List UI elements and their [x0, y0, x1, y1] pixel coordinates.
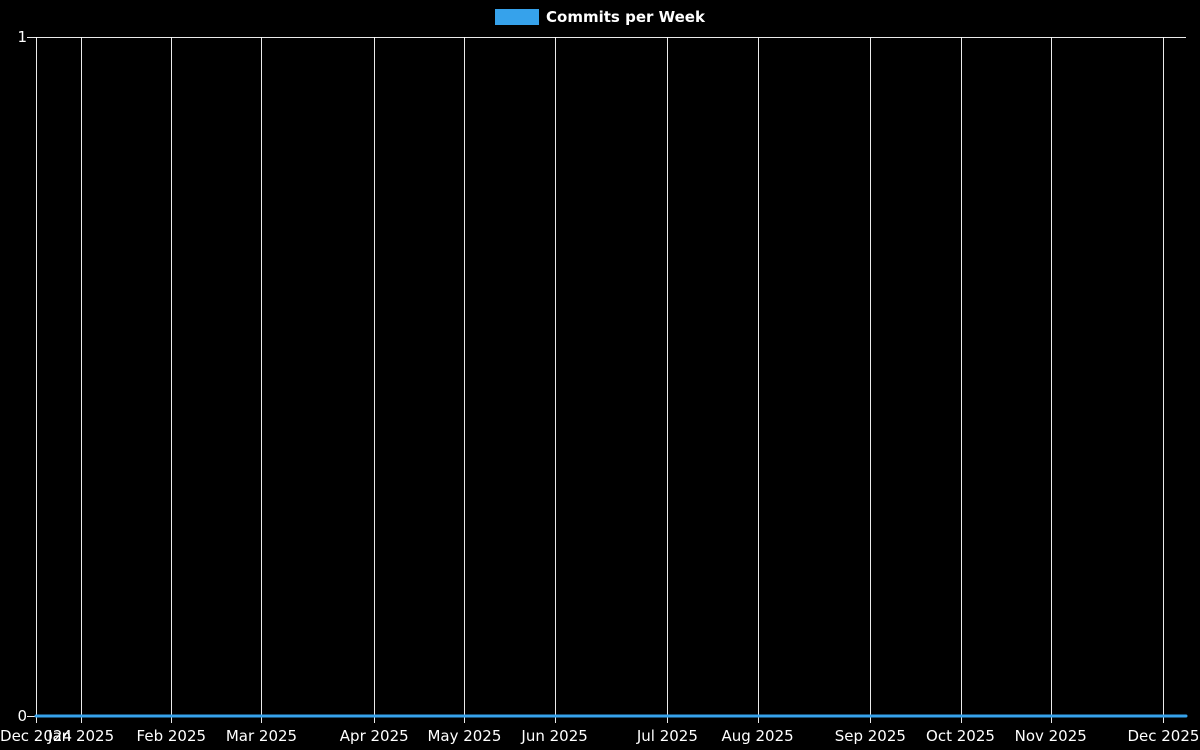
x-axis-tick	[464, 716, 466, 723]
x-tick-label: Nov 2025	[1014, 727, 1087, 745]
x-axis-tick	[36, 716, 37, 723]
x-tick-label: Aug 2025	[721, 727, 794, 745]
y-axis-tick	[27, 716, 36, 717]
gridline-horizontal	[36, 716, 1186, 717]
gridline-vertical	[1163, 37, 1165, 716]
y-tick-label: 0	[17, 707, 27, 725]
x-tick-label: Sep 2025	[834, 727, 906, 745]
gridline-vertical	[374, 37, 376, 716]
gridline-vertical	[870, 37, 872, 716]
x-tick-label: Jun 2025	[521, 727, 588, 745]
gridline-vertical	[171, 37, 173, 716]
chart-legend: Commits per Week	[0, 8, 1200, 26]
y-tick-label: 1	[17, 28, 27, 46]
legend-item-commits-per-week[interactable]: Commits per Week	[495, 8, 705, 26]
x-tick-label: Dec 2024	[0, 727, 72, 745]
gridline-vertical	[960, 37, 962, 716]
x-axis-tick	[870, 716, 872, 723]
x-axis-tick	[171, 716, 173, 723]
x-axis-tick	[757, 716, 759, 723]
x-tick-label: Jul 2025	[636, 727, 698, 745]
x-axis-tick	[554, 716, 556, 723]
gridline-vertical	[261, 37, 263, 716]
gridline-vertical	[81, 37, 83, 716]
x-tick-label: Feb 2025	[136, 727, 207, 745]
y-axis-tick	[27, 37, 36, 38]
x-tick-label: Jan 2025	[48, 727, 115, 745]
x-tick-label: Dec 2025	[1127, 727, 1200, 745]
gridline-vertical	[554, 37, 556, 716]
gridline-vertical	[36, 37, 37, 716]
legend-label: Commits per Week	[546, 8, 705, 26]
x-axis-tick	[374, 716, 376, 723]
x-axis-tick	[667, 716, 669, 723]
gridline-vertical	[1050, 37, 1052, 716]
x-axis-tick	[81, 716, 83, 723]
x-tick-label: Oct 2025	[926, 727, 995, 745]
gridline-horizontal	[36, 37, 1186, 38]
x-tick-label: Apr 2025	[339, 727, 409, 745]
gridline-vertical	[667, 37, 669, 716]
x-axis-tick	[1050, 716, 1052, 723]
x-tick-label: May 2025	[427, 727, 502, 745]
x-axis-tick	[261, 716, 263, 723]
gridline-vertical	[757, 37, 759, 716]
gridline-vertical	[464, 37, 466, 716]
x-tick-label: Mar 2025	[225, 727, 298, 745]
x-axis-tick	[1163, 716, 1165, 723]
x-axis-tick	[960, 716, 962, 723]
legend-color-swatch	[495, 9, 540, 25]
